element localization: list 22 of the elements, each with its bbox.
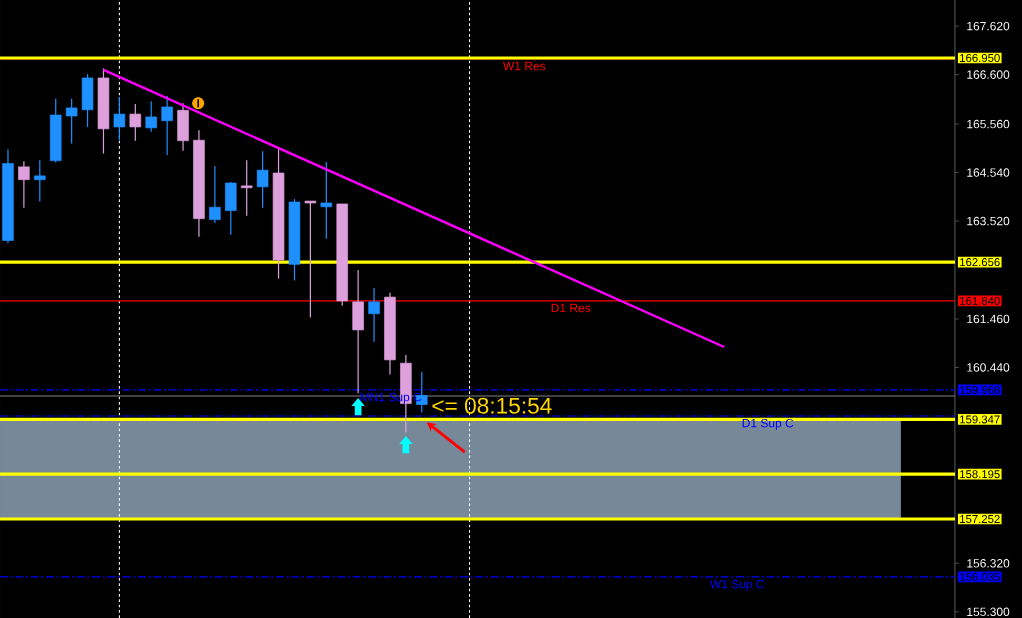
annotation: D1 Res (551, 303, 591, 313)
ref-line-label: 162.656 (960, 258, 1000, 267)
y-tick-label: 160.440 (967, 363, 1010, 372)
y-tick-label: 156.320 (967, 559, 1010, 568)
ref-line-label: 159.347 (960, 415, 1000, 424)
ref-line-label: 166.950 (960, 53, 1000, 62)
ref-line-label: 159.968 (960, 385, 1000, 394)
annotation: <= 08:15:54 (432, 397, 552, 414)
y-tick-label: 166.600 (967, 70, 1010, 79)
annotation: W1 Sup C (709, 579, 765, 591)
ref-line-label: 156.035 (960, 572, 1000, 581)
annotation: D1 Sup C (742, 418, 794, 430)
y-tick-label: 161.460 (967, 314, 1010, 324)
y-tick-label: 155.300 (967, 607, 1010, 617)
ref-line-label: 157.252 (960, 515, 1000, 524)
y-tick-label: 164.540 (967, 168, 1010, 177)
y-tick-label: 163.520 (967, 216, 1010, 226)
y-tick-label: 165.560 (967, 119, 1010, 129)
ref-line-label: 158.195 (960, 470, 1000, 479)
y-tick-label: 167.620 (967, 21, 1010, 31)
annotation: W1 Res (503, 61, 546, 71)
ref-line-label: 161.840 (960, 296, 1000, 305)
